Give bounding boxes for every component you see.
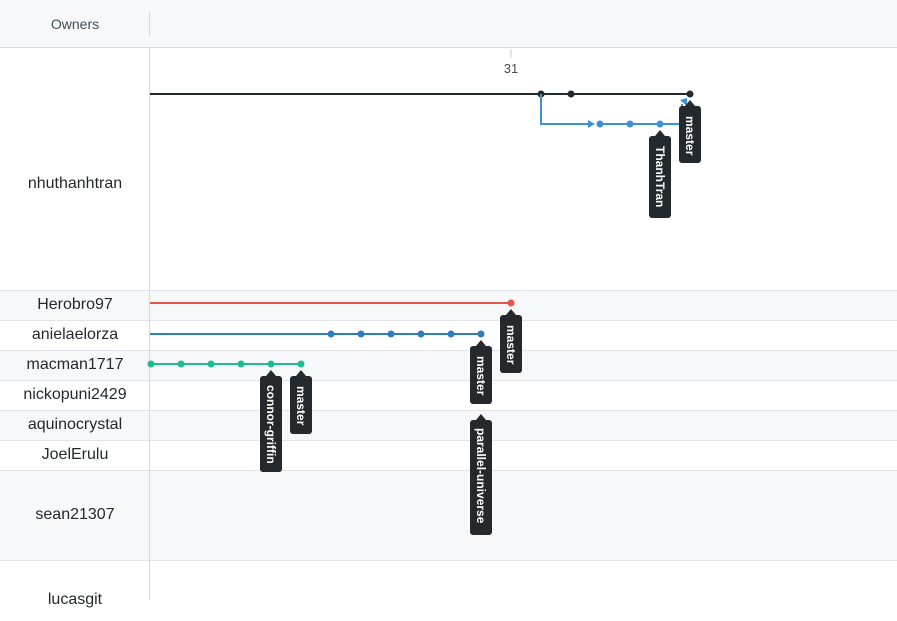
branch-tag-label: master [683,116,697,156]
branch-tag-herobro97-master[interactable]: master [500,309,522,373]
owner-name[interactable]: JoelErulu [41,446,109,463]
branch-tag-label: ThanhTran [653,146,667,207]
commit-dot[interactable] [147,360,155,368]
branch-tag-label: master [294,386,308,426]
branch-tag-macman1717-master[interactable]: master [290,370,312,434]
commit-dot[interactable] [357,330,365,338]
commit-dot[interactable] [596,120,604,128]
commit-dot[interactable] [297,360,305,368]
branch-tag-thanhtran[interactable]: ThanhTran [649,130,671,218]
date-label: 31 [504,61,518,76]
owner-name[interactable]: anielaelorza [31,326,119,343]
owners-column-header: Owners [50,16,100,32]
commit-dot[interactable] [686,90,694,98]
owner-row-nhuthanhtran: nhuthanhtran [0,49,897,291]
owner-row-joelerulu: JoelErulu [0,441,897,471]
network-header: Owners [0,0,897,48]
commit-dot[interactable] [477,330,485,338]
owner-name[interactable]: nickopuni2429 [23,386,127,403]
commit-dot[interactable] [387,330,395,338]
merge-arrow-icon [680,98,687,106]
branch-tag-connor-griffin[interactable]: connor-griffin [260,370,282,472]
merge-arrow-icon [588,120,595,128]
commit-dot[interactable] [327,330,335,338]
branch-tag-label: connor-griffin [264,385,278,464]
owner-name[interactable]: sean21307 [35,506,115,523]
owner-name[interactable]: nhuthanhtran [27,175,123,192]
owners-divider [149,48,150,600]
owner-name[interactable]: aquinocrystal [27,416,123,433]
commit-dot[interactable] [447,330,455,338]
header-divider [149,12,150,36]
owner-name[interactable]: Herobro97 [37,296,113,313]
branch-tag-parallel-universe[interactable]: parallel-universe [470,414,492,535]
commit-dot[interactable] [567,90,575,98]
commit-dot[interactable] [507,299,515,307]
commit-dot[interactable] [267,360,275,368]
branch-line-thanhtran-fork [540,94,592,125]
commit-dot[interactable] [656,120,664,128]
branch-tag-nhuthanhtran-master[interactable]: master [679,100,701,163]
commit-dot[interactable] [207,360,215,368]
branch-tag-label: master [504,325,518,365]
commit-dot[interactable] [626,120,634,128]
owner-row-anielaelorza: anielaelorza [0,321,897,351]
branch-tag-label: parallel-universe [474,428,488,524]
owner-row-nickopuni2429: nickopuni2429 [0,381,897,411]
commit-dot[interactable] [177,360,185,368]
commit-dot[interactable] [237,360,245,368]
branch-tag-label: master [474,356,488,396]
owner-name[interactable]: macman1717 [26,356,124,373]
network-graph: 31 master ThanhTran master [147,49,701,535]
commit-dot[interactable] [417,330,425,338]
branch-tag-anielaelorza-master[interactable]: master [470,340,492,404]
